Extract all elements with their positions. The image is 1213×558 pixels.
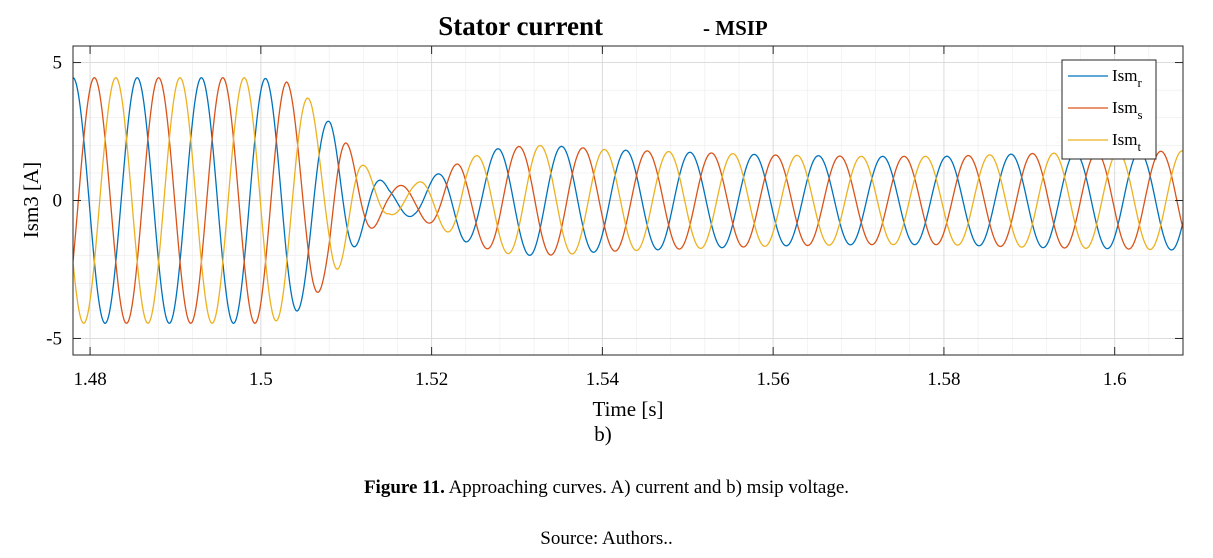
x-tick-label: 1.6 [1103, 369, 1127, 390]
y-axis-label: Ism3 [A] [19, 162, 43, 238]
x-tick-label: 1.58 [927, 369, 960, 390]
series-layer [73, 77, 1183, 324]
ticks: 1.48 1.5 1.52 1.54 1.56 1.58 1.6 -5 0 5 [46, 46, 1183, 390]
x-tick-label: 1.52 [415, 369, 448, 390]
x-tick-label: 1.48 [73, 369, 106, 390]
figure-label: Figure 11. [363, 477, 445, 498]
source-line: Source: Authors.. [540, 528, 673, 549]
y-tick-label: 5 [53, 53, 63, 74]
x-axis-label: Time [s] [593, 397, 664, 421]
x-tick-label: 1.5 [249, 369, 273, 390]
panel-label: b) [594, 422, 612, 446]
legend: Ismr Isms Ismt [1061, 59, 1157, 160]
chart-title-suffix: - MSIP [703, 16, 768, 40]
figure-caption: Figure 11. Approaching curves. A) curren… [0, 477, 1213, 499]
chart-title: Stator current [438, 11, 603, 41]
grid [73, 46, 1184, 355]
figure-caption-text: Approaching curves. A) current and b) ms… [444, 477, 850, 498]
legend-label-t: Ismt [1112, 130, 1142, 154]
stator-current-chart: 1.48 1.5 1.52 1.54 1.56 1.58 1.6 -5 0 5 Stator cu… [19, 11, 1184, 446]
y-tick-label: -5 [46, 328, 62, 349]
legend-label-r: Ismr [1112, 66, 1143, 90]
x-tick-label: 1.54 [586, 369, 620, 390]
legend-label-s: Isms [1112, 98, 1143, 122]
series-line-r [73, 77, 1183, 324]
series-line-t [73, 77, 1183, 324]
y-tick-label: 0 [53, 191, 63, 212]
series-line-s [73, 77, 1183, 324]
x-tick-label: 1.56 [757, 369, 790, 390]
